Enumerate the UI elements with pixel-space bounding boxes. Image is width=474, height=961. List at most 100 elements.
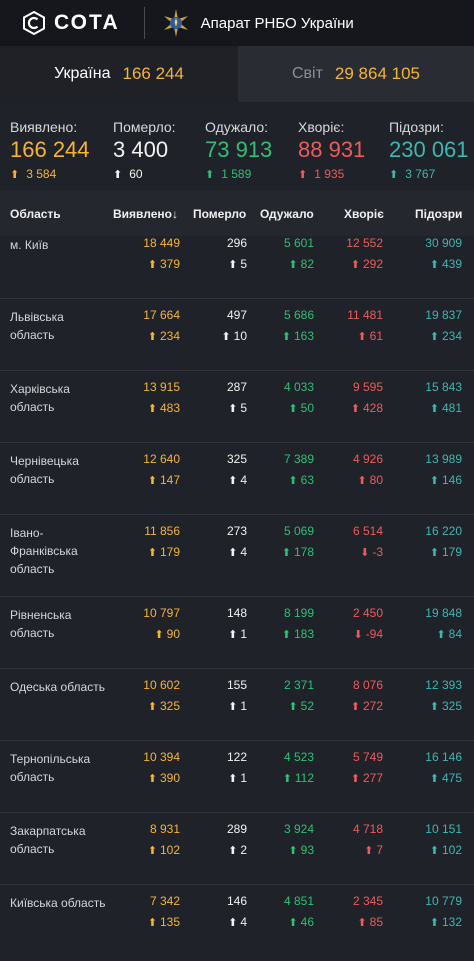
summary-cases-label: Виявлено: [10, 119, 78, 135]
cell-deaths-delta: ⬆ 1 [227, 771, 247, 785]
cell-cases-delta-value: 379 [159, 257, 180, 271]
summary-sick-label: Хворіє: [298, 119, 345, 135]
cell-suspect-value: 15 843 [425, 380, 462, 394]
cell-sick-delta-value: 292 [362, 257, 383, 271]
arrow-up-icon: ⬆ [350, 773, 360, 785]
cell-suspect-value: 19 837 [425, 308, 462, 322]
table-row[interactable]: м. Київ 18 449 ⬆ 379 296 ⬆ 5 5 601 ⬆ 82 12 552 ⬆ 292… [0, 236, 474, 299]
regions-table: м. Київ 18 449 ⬆ 379 296 ⬆ 5 5 601 ⬆ 82 12 552 ⬆ 292… [0, 236, 474, 951]
cell-cases: 13 915 ⬆ 483 [143, 380, 180, 415]
cell-suspect-delta: ⬆ 132 [425, 915, 462, 929]
cell-recovered: 4 851 ⬆ 46 [284, 894, 314, 929]
cell-sick-delta: ⬆ 277 [351, 771, 383, 785]
col-region[interactable]: Область [10, 207, 61, 221]
rnbo-emblem-icon [163, 9, 188, 37]
cell-suspect: 30 909 ⬆ 439 [425, 236, 462, 271]
cell-deaths-value: 497 [226, 308, 247, 322]
cell-deaths-delta-value: 1 [240, 771, 247, 785]
rnbo-title: Апарат РНБО України [200, 14, 354, 32]
cell-suspect-delta-value: 146 [441, 473, 462, 487]
arrow-up-icon: ⬆ [357, 475, 367, 487]
cell-deaths-delta-value: 5 [240, 401, 247, 415]
cell-cases-value: 18 449 [143, 236, 180, 250]
arrow-up-icon: ⬆ [429, 845, 439, 857]
col-cases[interactable]: Виявлено↓ [113, 207, 178, 221]
rnbo-link[interactable]: Апарат РНБО України [161, 8, 354, 38]
arrow-up-icon: ⬆ [298, 168, 308, 181]
cell-cases: 10 602 ⬆ 325 [143, 678, 180, 713]
cell-deaths: 146 ⬆ 4 [227, 894, 247, 929]
cell-cases-delta-value: 135 [159, 915, 180, 929]
summary-sick: Хворіє: 88 931 ⬆ 1 935 [298, 119, 389, 190]
arrow-up-icon: ⬆ [429, 331, 439, 343]
cell-recovered-delta-value: 93 [300, 843, 314, 857]
col-deaths[interactable]: Померло [193, 207, 247, 221]
arrow-up-icon: ⬆ [282, 773, 292, 785]
cell-deaths: 497 ⬆ 10 [221, 308, 247, 343]
cell-cases: 7 342 ⬆ 135 [148, 894, 180, 929]
cell-suspect: 16 220 ⬆ 179 [425, 524, 462, 559]
cell-cases-value: 10 394 [143, 750, 180, 764]
cell-recovered-value: 5 601 [283, 236, 314, 250]
table-row[interactable]: Тернопільська область 10 394 ⬆ 390 122 ⬆ 1 4 52… [0, 740, 474, 813]
cell-sick-delta: ⬆ 80 [353, 473, 383, 487]
cell-cases: 17 664 ⬆ 234 [143, 308, 180, 343]
region-name: м. Київ [10, 238, 49, 252]
summary-recovered-value: 73 913 [205, 137, 273, 162]
cell-deaths-value: 273 [226, 524, 247, 538]
cell-cases-delta-value: 325 [159, 699, 180, 713]
cell-deaths-delta: ⬆ 1 [227, 627, 247, 641]
col-sick[interactable]: Хворіє [344, 207, 384, 221]
sort-desc-icon: ↓ [171, 207, 178, 221]
col-recovered[interactable]: Одужало [260, 207, 314, 221]
table-row[interactable]: Закарпатська область 8 931 ⬆ 102 289 ⬆ 2 3 924 ⬆… [0, 812, 474, 885]
summary-recovered-delta-value: 1 589 [221, 167, 252, 181]
table-row[interactable]: Харківська область 13 915 ⬆ 483 287 ⬆ 5 4 033 ⬆ 5… [0, 370, 474, 443]
cell-deaths-value: 287 [226, 380, 247, 394]
tab-world[interactable]: Світ 29 864 105 [238, 46, 474, 102]
arrow-up-icon: ⬆ [228, 259, 238, 271]
cell-suspect-value: 10 151 [425, 822, 462, 836]
arrow-up-icon: ⬆ [147, 403, 157, 415]
app-header: СОТА Апарат РНБО України [0, 0, 474, 46]
sota-logo-icon [23, 11, 45, 35]
cell-deaths-delta-value: 4 [240, 473, 247, 487]
tab-world-value: 29 864 105 [334, 64, 421, 83]
table-row[interactable]: Рівненська область 10 797 ⬆ 90 148 ⬆ 1 8 199 ⬆ 18… [0, 596, 474, 669]
arrow-up-icon: ⬆ [350, 259, 360, 271]
cell-recovered-value: 4 033 [283, 380, 314, 394]
cell-sick: 6 514 ⬇ -3 [353, 524, 383, 559]
cell-sick: 5 749 ⬆ 277 [351, 750, 383, 785]
sota-logo[interactable]: СОТА [22, 11, 120, 35]
table-row[interactable]: Львівська область 17 664 ⬆ 234 497 ⬆ 10 5 686 ⬆ 1… [0, 298, 474, 371]
cell-suspect-delta: ⬆ 325 [425, 699, 462, 713]
table-row[interactable]: Чернівецька область 12 640 ⬆ 147 325 ⬆ 4 7 389 ⬆… [0, 442, 474, 515]
summary-suspect-value: 230 061 [389, 137, 469, 162]
arrow-up-icon: ⬆ [429, 475, 439, 487]
tab-ukraine[interactable]: Україна 166 244 [0, 46, 238, 102]
summary-recovered-delta: ⬆ 1 589 [205, 167, 298, 181]
cell-deaths-value: 155 [226, 678, 247, 692]
cell-sick-delta: ⬆ 85 [353, 915, 383, 929]
cell-sick-value: 8 076 [352, 678, 383, 692]
cell-suspect-delta: ⬆ 439 [425, 257, 462, 271]
cell-suspect: 16 146 ⬆ 475 [425, 750, 462, 785]
cell-recovered: 7 389 ⬆ 63 [284, 452, 314, 487]
cell-recovered-value: 5 069 [283, 524, 314, 538]
col-suspect[interactable]: Підозри [415, 207, 463, 221]
table-row[interactable]: Івано-Франківська область 11 856 ⬆ 179 273 ⬆ 4… [0, 514, 474, 597]
cell-suspect-value: 19 848 [425, 606, 462, 620]
arrow-up-icon: ⬆ [228, 629, 238, 641]
cell-cases-delta-value: 147 [159, 473, 180, 487]
summary-recovered: Одужало: 73 913 ⬆ 1 589 [205, 119, 298, 190]
table-row[interactable]: Київська область 7 342 ⬆ 135 146 ⬆ 4 4 851 ⬆ 46 2 … [0, 884, 474, 951]
col-cases-label: Виявлено [113, 207, 172, 221]
table-row[interactable]: Одеська область 10 602 ⬆ 325 155 ⬆ 1 2 371 ⬆ 52 8 … [0, 668, 474, 741]
arrow-up-icon: ⬆ [147, 773, 157, 785]
cell-sick: 2 450 ⬇ -94 [353, 606, 383, 641]
cell-cases-value: 7 342 [149, 894, 180, 908]
cell-cases: 12 640 ⬆ 147 [143, 452, 180, 487]
cell-sick-value: 11 481 [347, 308, 383, 322]
cell-sick-delta-value: -3 [372, 545, 383, 559]
arrow-up-icon: ⬆ [228, 845, 238, 857]
